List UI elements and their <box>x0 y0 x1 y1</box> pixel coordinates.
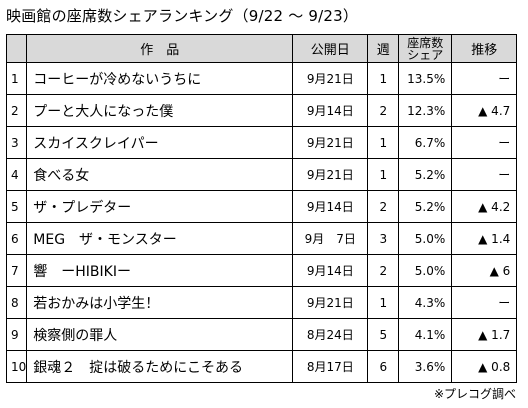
release-cell: 8月17日 <box>292 350 369 383</box>
weeks-cell: 5 <box>367 318 400 351</box>
header-share-line2: シェア <box>407 47 444 62</box>
release-cell: 9月21日 <box>292 286 369 319</box>
weeks-cell: 1 <box>367 286 400 319</box>
table-row: 3 スカイスクレイパー 9月21日 1 6.7% ー <box>5 126 518 159</box>
weeks-cell: 2 <box>367 254 400 287</box>
share-cell: 3.6% <box>398 350 453 383</box>
title-cell: スカイスクレイパー <box>26 126 294 159</box>
rank-cell: 5 <box>5 190 28 223</box>
title-cell: 銀魂２ 掟は破るためにこそある <box>26 350 294 383</box>
header-share-line1: 座席数 <box>407 35 444 50</box>
title-cell: プーと大人になった僕 <box>26 94 294 127</box>
rank-cell: 10 <box>5 350 28 383</box>
rank-cell: 8 <box>5 286 28 319</box>
release-cell: 9月14日 <box>292 254 369 287</box>
table-header-row: 作 品 公開日 週 座席数 シェア 推移 <box>5 34 518 63</box>
trend-cell: ▲ 1.7 <box>451 318 518 351</box>
rank-cell: 6 <box>5 222 28 255</box>
rank-cell: 1 <box>5 62 28 95</box>
header-trend: 推移 <box>451 34 518 63</box>
release-cell: 8月24日 <box>292 318 369 351</box>
share-cell: 5.2% <box>398 158 453 191</box>
release-cell: 9月14日 <box>292 190 369 223</box>
trend-cell: ー <box>451 286 518 319</box>
weeks-cell: 3 <box>367 222 400 255</box>
table-row: 1 コーヒーが冷めないうちに 9月21日 1 13.5% ー <box>5 62 518 95</box>
title-cell: 検察側の罪人 <box>26 318 294 351</box>
share-cell: 13.5% <box>398 62 453 95</box>
page-title: 映画館の座席数シェアランキング（9/22 ～ 9/23） <box>6 7 359 25</box>
trend-cell: ▲ 4.7 <box>451 94 518 127</box>
release-cell: 9月21日 <box>292 62 369 95</box>
trend-cell: ー <box>451 126 518 159</box>
table-row: 9 検察側の罪人 8月24日 5 4.1% ▲ 1.7 <box>5 318 518 351</box>
table-row: 2 プーと大人になった僕 9月14日 2 12.3% ▲ 4.7 <box>5 94 518 127</box>
rank-cell: 7 <box>5 254 28 287</box>
share-cell: 5.2% <box>398 190 453 223</box>
table-row: 5 ザ・プレデター 9月14日 2 5.2% ▲ 4.2 <box>5 190 518 223</box>
header-release: 公開日 <box>292 34 369 63</box>
trend-cell: ▲ 0.8 <box>451 350 518 383</box>
rank-cell: 2 <box>5 94 28 127</box>
header-share: 座席数 シェア <box>398 34 453 63</box>
rank-cell: 3 <box>5 126 28 159</box>
table-row: 4 食べる女 9月21日 1 5.2% ー <box>5 158 518 191</box>
title-cell: コーヒーが冷めないうちに <box>26 62 294 95</box>
header-title: 作 品 <box>26 34 294 63</box>
weeks-cell: 1 <box>367 158 400 191</box>
rank-cell: 9 <box>5 318 28 351</box>
header-weeks: 週 <box>367 34 400 63</box>
title-cell: ザ・プレデター <box>26 190 294 223</box>
trend-cell: ▲ 1.4 <box>451 222 518 255</box>
trend-cell: ▲ 4.2 <box>451 190 518 223</box>
release-cell: 9月 7日 <box>292 222 369 255</box>
trend-cell: ー <box>451 62 518 95</box>
weeks-cell: 1 <box>367 126 400 159</box>
source-note: ※プレコグ調べ <box>433 387 516 401</box>
header-rank <box>5 34 28 63</box>
table-row: 10 銀魂２ 掟は破るためにこそある 8月17日 6 3.6% ▲ 0.8 <box>5 350 518 383</box>
table-row: 8 若おかみは小学生！ 9月21日 1 4.3% ー <box>5 286 518 319</box>
trend-cell: ▲ 6 <box>451 254 518 287</box>
share-cell: 5.0% <box>398 254 453 287</box>
rank-cell: 4 <box>5 158 28 191</box>
share-cell: 6.7% <box>398 126 453 159</box>
title-cell: MEG ザ・モンスター <box>26 222 294 255</box>
share-cell: 4.1% <box>398 318 453 351</box>
weeks-cell: 2 <box>367 94 400 127</box>
trend-cell: ー <box>451 158 518 191</box>
title-cell: 若おかみは小学生！ <box>26 286 294 319</box>
release-cell: 9月14日 <box>292 94 369 127</box>
title-cell: 食べる女 <box>26 158 294 191</box>
weeks-cell: 6 <box>367 350 400 383</box>
release-cell: 9月21日 <box>292 158 369 191</box>
title-cell: 響 ーHIBIKIー <box>26 254 294 287</box>
share-cell: 4.3% <box>398 286 453 319</box>
weeks-cell: 2 <box>367 190 400 223</box>
table-row: 6 MEG ザ・モンスター 9月 7日 3 5.0% ▲ 1.4 <box>5 222 518 255</box>
release-cell: 9月21日 <box>292 126 369 159</box>
share-cell: 5.0% <box>398 222 453 255</box>
table-row: 7 響 ーHIBIKIー 9月14日 2 5.0% ▲ 6 <box>5 254 518 287</box>
ranking-table: 作 品 公開日 週 座席数 シェア 推移 1 コーヒーが冷めないうちに 9月21… <box>5 34 518 383</box>
share-cell: 12.3% <box>398 94 453 127</box>
weeks-cell: 1 <box>367 62 400 95</box>
